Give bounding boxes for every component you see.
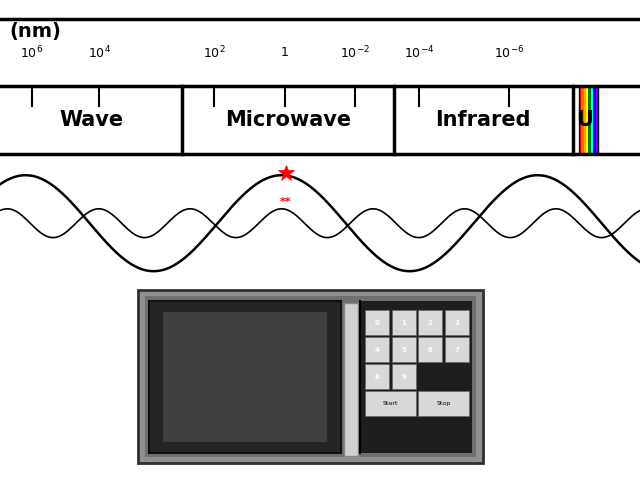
Bar [419, 337, 442, 362]
Bar [149, 301, 341, 453]
Text: 9: 9 [401, 373, 406, 380]
Text: $10^{-2}$: $10^{-2}$ [340, 45, 370, 61]
Bar [593, 86, 596, 154]
Bar [365, 364, 389, 389]
Text: Infrared: Infrared [435, 110, 531, 130]
Text: $10^{-4}$: $10^{-4}$ [404, 45, 435, 61]
Bar [445, 310, 469, 335]
Bar [365, 337, 389, 362]
Bar [365, 310, 389, 335]
Text: Wave: Wave [59, 110, 124, 130]
Bar [145, 296, 476, 457]
Bar [419, 310, 442, 335]
Text: 1: 1 [401, 320, 406, 325]
Bar [392, 364, 416, 389]
Bar [0, 19, 640, 154]
Text: $10^2$: $10^2$ [203, 45, 226, 61]
Text: $10^4$: $10^4$ [88, 45, 111, 61]
Text: 5: 5 [401, 347, 406, 353]
Text: $10^6$: $10^6$ [20, 45, 44, 61]
Text: Microwave: Microwave [225, 110, 351, 130]
Text: U: U [576, 110, 593, 130]
Bar [392, 310, 416, 335]
Text: **: ** [280, 197, 292, 207]
Bar [586, 86, 589, 154]
Text: Stop: Stop [436, 401, 451, 406]
Text: 3: 3 [454, 320, 460, 325]
Text: $1$: $1$ [280, 46, 289, 60]
Bar [579, 86, 581, 154]
Bar [596, 86, 598, 154]
Bar [361, 301, 472, 453]
Text: 2: 2 [428, 320, 433, 325]
Bar [138, 290, 483, 463]
Text: (nm): (nm) [10, 22, 61, 41]
Text: 4: 4 [374, 347, 380, 353]
Bar [445, 337, 469, 362]
Bar [344, 303, 358, 456]
Bar [419, 391, 469, 416]
Bar [163, 312, 327, 442]
Text: 6: 6 [428, 347, 433, 353]
Bar [392, 337, 416, 362]
Text: 7: 7 [454, 347, 460, 353]
Bar [581, 86, 584, 154]
Text: 0: 0 [374, 320, 380, 325]
Bar [365, 391, 416, 416]
Text: Start: Start [383, 401, 398, 406]
Text: $10^{-6}$: $10^{-6}$ [493, 45, 524, 61]
Text: 8: 8 [374, 373, 380, 380]
Bar [591, 86, 593, 154]
Bar [579, 86, 598, 154]
Bar [589, 86, 591, 154]
Bar [584, 86, 586, 154]
